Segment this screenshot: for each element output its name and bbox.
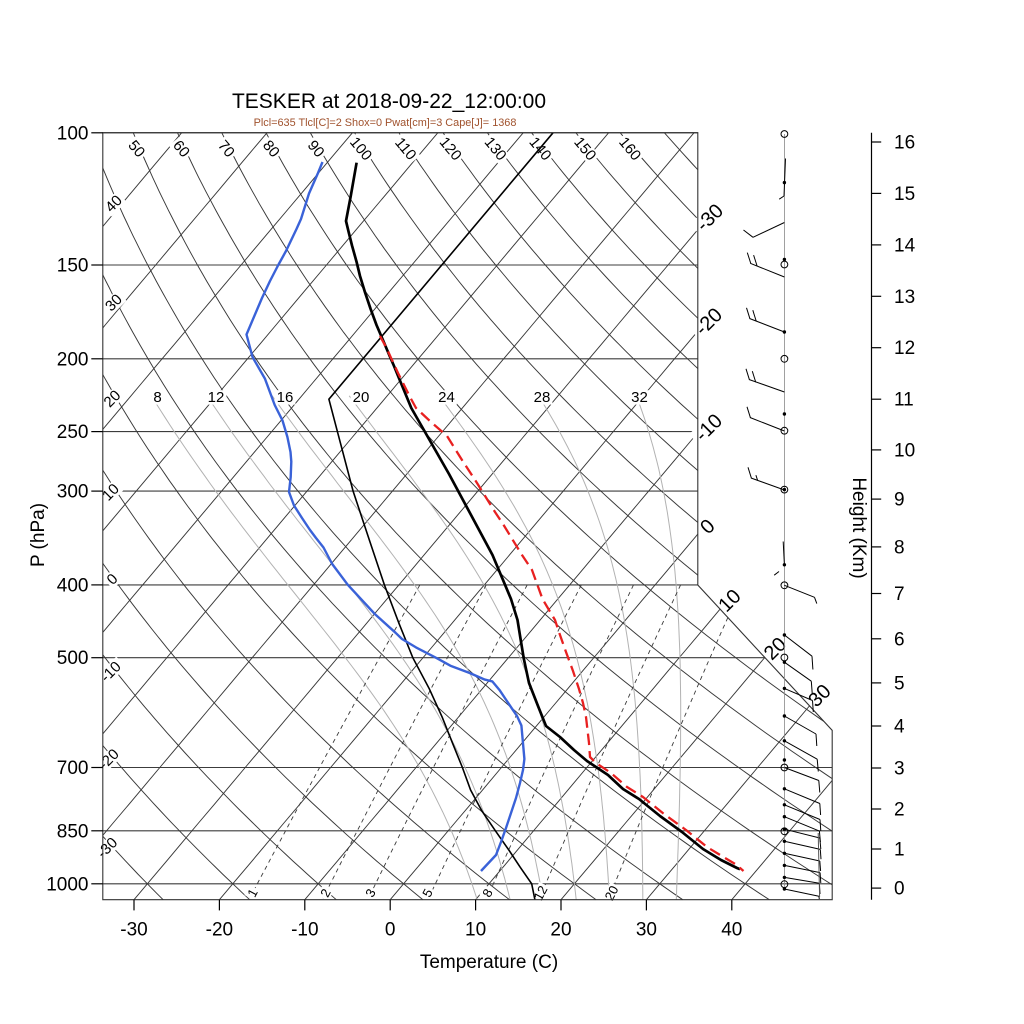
svg-text:300: 300 (57, 482, 89, 503)
svg-text:15: 15 (894, 184, 915, 205)
svg-text:13: 13 (894, 287, 915, 308)
svg-text:9: 9 (894, 490, 905, 511)
svg-text:28: 28 (534, 389, 551, 406)
svg-text:400: 400 (57, 575, 89, 596)
svg-text:10: 10 (894, 440, 915, 461)
svg-text:0: 0 (894, 879, 905, 900)
svg-text:24: 24 (438, 389, 455, 406)
svg-text:-20: -20 (206, 920, 233, 941)
svg-text:30: 30 (636, 920, 657, 941)
svg-text:Temperature (C): Temperature (C) (420, 952, 558, 973)
svg-text:1000: 1000 (46, 874, 88, 895)
svg-text:7: 7 (894, 584, 905, 605)
svg-text:P (hPa): P (hPa) (28, 503, 49, 567)
svg-text:12: 12 (208, 389, 225, 406)
svg-text:20: 20 (601, 883, 621, 903)
svg-text:8: 8 (153, 389, 161, 406)
svg-text:Plcl=635 Tlcl[C]=2 Shox=0 Pwat: Plcl=635 Tlcl[C]=2 Shox=0 Pwat[cm]=3 Cap… (254, 117, 517, 129)
svg-text:3: 3 (894, 759, 905, 780)
svg-text:150: 150 (57, 256, 89, 277)
svg-text:40: 40 (721, 920, 742, 941)
svg-text:8: 8 (894, 537, 905, 558)
svg-text:5: 5 (894, 673, 905, 694)
svg-text:1: 1 (894, 840, 905, 861)
svg-text:4: 4 (894, 717, 905, 738)
svg-text:10: 10 (465, 920, 486, 941)
svg-text:14: 14 (894, 235, 916, 256)
svg-text:20: 20 (353, 389, 370, 406)
svg-text:20: 20 (550, 920, 571, 941)
svg-text:Height (Km): Height (Km) (848, 477, 869, 578)
svg-text:16: 16 (277, 389, 294, 406)
svg-text:100: 100 (57, 123, 89, 144)
svg-text:12: 12 (894, 338, 915, 359)
svg-text:-30: -30 (120, 920, 147, 941)
svg-text:32: 32 (631, 389, 648, 406)
svg-text:700: 700 (57, 758, 89, 779)
svg-text:2: 2 (894, 800, 905, 821)
svg-text:16: 16 (894, 133, 915, 154)
svg-text:500: 500 (57, 648, 89, 669)
svg-text:-10: -10 (291, 920, 318, 941)
svg-text:200: 200 (57, 349, 89, 370)
svg-text:TESKER at 2018-09-22_12:00:00: TESKER at 2018-09-22_12:00:00 (232, 90, 546, 113)
svg-text:250: 250 (57, 422, 89, 443)
svg-text:850: 850 (57, 821, 89, 842)
svg-text:0: 0 (385, 920, 396, 941)
svg-text:6: 6 (894, 629, 905, 650)
svg-text:11: 11 (894, 390, 914, 411)
svg-text:12: 12 (530, 883, 550, 903)
